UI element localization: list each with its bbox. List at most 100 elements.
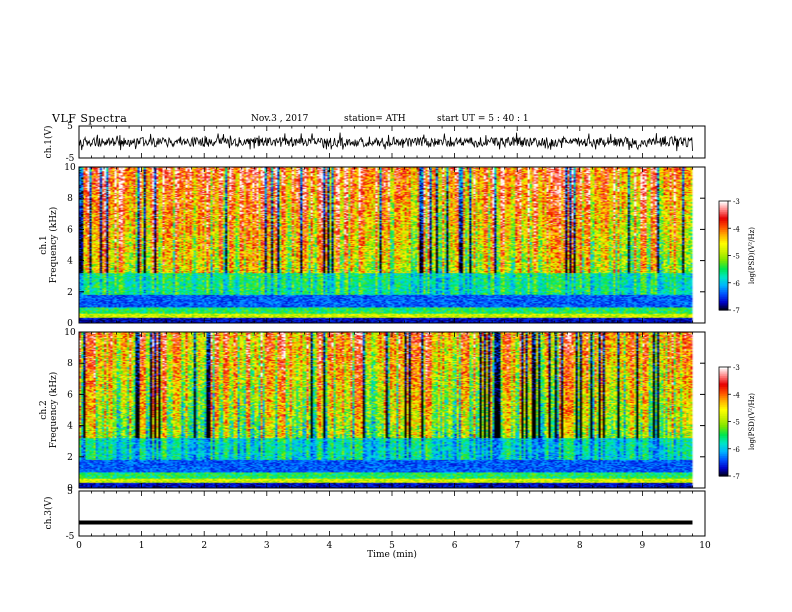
ch1-colorbar-swatch [719, 206, 728, 209]
ch1-spectrogram-image [79, 167, 705, 323]
ch2-colorbar-label: log(PSD)(V²/Hz) [748, 393, 756, 450]
ch2-colorbar-swatch [719, 386, 728, 390]
ch2-colorbar-swatch [719, 405, 728, 408]
ch2-colorbar-swatch [719, 441, 728, 444]
ch2-colorbar-swatch [719, 408, 728, 412]
ch1-colorbar-swatch [719, 299, 728, 302]
ch2-colorbar-swatch [719, 426, 728, 430]
ch1-colorbar-swatch [719, 240, 728, 244]
figure-title: VLF Spectra [52, 112, 128, 125]
ch1-colorbar-swatch [719, 210, 728, 213]
ch1-colorbar-swatch [719, 233, 728, 237]
ch1-spectrogram-ytick-label: 0 [67, 319, 73, 329]
ch1-colorbar-swatch [719, 208, 728, 211]
ch1-colorbar-swatch [719, 280, 728, 284]
ch2-colorbar-swatch [719, 410, 728, 414]
ch1-colorbar-swatch [719, 295, 728, 298]
ch1-colorbar-label: log(PSD)(V²/Hz) [748, 227, 756, 284]
ch2-colorbar-swatch [719, 428, 728, 432]
ch2-colorbar-swatch [719, 406, 728, 410]
ch1-colorbar-swatch [719, 201, 728, 204]
time-tick-label: 2 [201, 541, 207, 551]
ch2-colorbar-swatch [719, 414, 728, 417]
ch1-spectrogram-ytick-label: 10 [64, 163, 76, 173]
ch2-colorbar-swatch [719, 472, 728, 475]
time-tick-label: 0 [76, 541, 82, 551]
ch1-colorbar-swatch [719, 291, 728, 295]
ch2-spectrogram-ytick-label: 0 [67, 484, 73, 494]
ch2-colorbar-swatch [719, 463, 728, 466]
ch1-colorbar-tick-label: -3 [733, 198, 740, 206]
ch2-colorbar-swatch [719, 368, 728, 372]
ch2-spectrogram-ytick-label: 2 [67, 453, 73, 463]
ch1-colorbar-swatch [719, 257, 728, 260]
ch2-colorbar-swatch [719, 412, 728, 415]
ch1-colorbar-swatch [719, 304, 728, 307]
ch2-colorbar-swatch [719, 470, 728, 473]
ch2-spectrogram-ytick-label: 6 [67, 390, 73, 400]
ch1-waveform-ylabel: ch.1(V) [43, 126, 54, 159]
ch2-colorbar-swatch [719, 370, 728, 374]
ch1-colorbar-swatch [719, 204, 728, 208]
ch1-colorbar-swatch [719, 217, 728, 220]
ch2-spectrogram-ytick-label: 10 [64, 328, 76, 338]
ch2-colorbar-tick-label: -5 [733, 419, 740, 427]
ch2-spectrogram-ticks: 0 2 4 6 8 10 [64, 328, 705, 494]
ch2-colorbar-swatch [719, 468, 728, 472]
ch2-colorbar-tick-label: -6 [733, 446, 740, 454]
ch1-colorbar-swatch [719, 264, 728, 267]
ch1-spectrogram-ytick-label: 2 [67, 288, 73, 298]
ch1-colorbar-swatch [719, 297, 728, 300]
ch3-waveform-frame [78, 490, 706, 537]
ch2-colorbar-swatch [719, 445, 728, 448]
ch2-colorbar-swatch [719, 474, 728, 477]
ch1-colorbar-swatch [719, 224, 728, 228]
ch2-colorbar-swatch [719, 394, 728, 397]
ch2-colorbar-swatch [719, 379, 728, 383]
ch1-spectrogram-ylabel-line2: Frequency (kHz) [48, 207, 59, 284]
station-label: station= ATH [344, 114, 406, 124]
ch2-colorbar-tick-label: -7 [733, 473, 740, 481]
ch1-waveform-panel: 5 -5 ch.1(V) [43, 122, 706, 164]
ch1-colorbar-swatch [719, 251, 728, 255]
ch1-colorbar-swatch [719, 273, 728, 277]
ch1-colorbar-swatch [719, 226, 728, 229]
ch1-waveform-ytick-label: -5 [66, 154, 75, 164]
time-tick-label: 6 [452, 541, 458, 551]
ch1-waveform-ticks: 5 -5 [66, 122, 705, 164]
ch2-colorbar-swatch [719, 416, 728, 419]
ch1-colorbar-swatch [719, 237, 728, 240]
ch1-colorbar-swatch [719, 202, 728, 206]
ch2-colorbar-swatch [719, 417, 728, 421]
ch1-colorbar-swatch [719, 279, 728, 282]
ch1-colorbar: -3 -4 -5 -6 -7 log(PSD)(V²/Hz) [718, 198, 756, 315]
ch2-colorbar-swatch [719, 446, 728, 450]
ch2-colorbar-swatch [719, 396, 728, 399]
ch1-colorbar-swatch [719, 211, 728, 215]
ch2-colorbar-swatch [719, 437, 728, 441]
ch2-colorbar-swatch [719, 399, 728, 403]
ch2-colorbar-swatch [719, 430, 728, 433]
ch2-colorbar-swatch [719, 383, 728, 386]
ch2-colorbar-swatch [719, 454, 728, 457]
ch1-colorbar-swatch [719, 271, 728, 275]
ch2-colorbar-swatch [719, 367, 728, 370]
ch1-colorbar-swatch [719, 268, 728, 271]
ch1-colorbar-swatch [719, 282, 728, 286]
ch1-colorbar-swatch [719, 244, 728, 248]
ch1-colorbar-swatch [719, 215, 728, 218]
ch2-colorbar-swatch [719, 401, 728, 404]
ch1-colorbar-swatch [719, 259, 728, 262]
ch2-colorbar-swatch [719, 403, 728, 406]
ch1-colorbar-swatch [719, 213, 728, 217]
ch2-colorbar-swatch [719, 436, 728, 439]
time-tick-label: 10 [699, 541, 711, 551]
ch2-colorbar-swatch [719, 392, 728, 395]
ch2-colorbar-swatch [719, 376, 728, 379]
ch1-colorbar-swatch [719, 277, 728, 280]
ch2-colorbar-swatch [719, 465, 728, 468]
ch2-colorbar-swatch [719, 421, 728, 424]
ch1-colorbar-swatch [719, 235, 728, 238]
ch1-colorbar-swatch [719, 306, 728, 309]
